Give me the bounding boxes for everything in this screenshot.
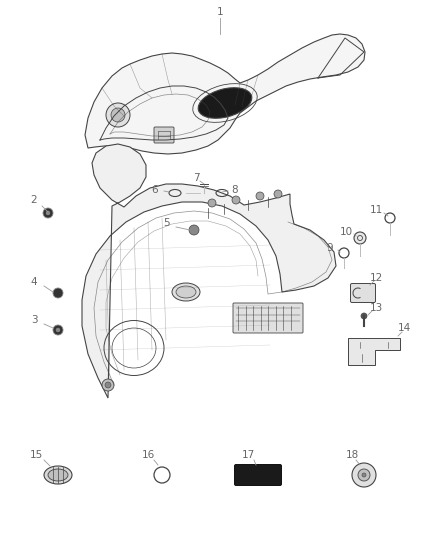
Circle shape <box>111 108 125 122</box>
Text: 16: 16 <box>141 450 155 460</box>
FancyBboxPatch shape <box>350 284 375 303</box>
Circle shape <box>105 382 111 388</box>
Text: 4: 4 <box>31 277 37 287</box>
Text: 10: 10 <box>339 227 353 237</box>
Circle shape <box>361 313 367 319</box>
Circle shape <box>189 225 199 235</box>
Ellipse shape <box>172 283 200 301</box>
Text: 7: 7 <box>193 173 199 183</box>
Circle shape <box>352 463 376 487</box>
Circle shape <box>208 199 216 207</box>
Text: 2: 2 <box>31 195 37 205</box>
Text: 3: 3 <box>31 315 37 325</box>
Text: 11: 11 <box>369 205 383 215</box>
FancyBboxPatch shape <box>154 127 174 143</box>
Polygon shape <box>85 34 365 154</box>
Text: 18: 18 <box>346 450 359 460</box>
Circle shape <box>358 469 370 481</box>
Circle shape <box>56 328 60 332</box>
Circle shape <box>43 208 53 218</box>
Text: 17: 17 <box>241 450 254 460</box>
Circle shape <box>256 192 264 200</box>
Circle shape <box>354 232 366 244</box>
Ellipse shape <box>48 469 68 481</box>
Text: 14: 14 <box>397 323 411 333</box>
Circle shape <box>362 473 366 477</box>
Circle shape <box>274 190 282 198</box>
Text: 15: 15 <box>29 450 42 460</box>
Circle shape <box>102 379 114 391</box>
Polygon shape <box>348 338 400 365</box>
Circle shape <box>46 211 50 215</box>
Circle shape <box>232 196 240 204</box>
Circle shape <box>106 103 130 127</box>
Text: 12: 12 <box>369 273 383 283</box>
Circle shape <box>53 288 63 298</box>
Circle shape <box>53 325 63 335</box>
FancyBboxPatch shape <box>234 464 282 486</box>
Text: 13: 13 <box>369 303 383 313</box>
Ellipse shape <box>198 88 252 118</box>
Text: 1: 1 <box>217 7 223 17</box>
Ellipse shape <box>44 466 72 484</box>
Text: 9: 9 <box>327 243 333 253</box>
FancyBboxPatch shape <box>233 303 303 333</box>
Text: 5: 5 <box>162 218 170 228</box>
Ellipse shape <box>176 286 196 298</box>
Polygon shape <box>82 144 336 398</box>
Text: 6: 6 <box>152 185 158 195</box>
Text: 8: 8 <box>232 185 238 195</box>
